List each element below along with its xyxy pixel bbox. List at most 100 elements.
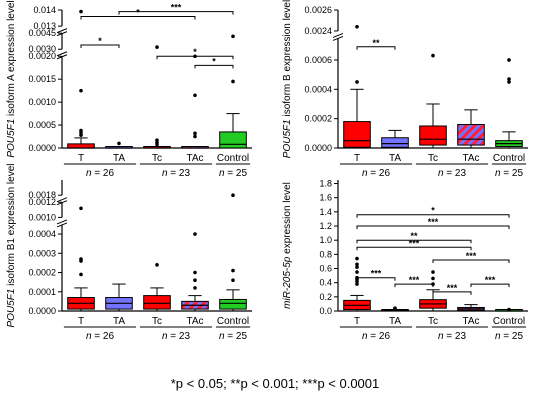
outlier-point — [193, 270, 197, 275]
group-n-label: n = 23 — [438, 331, 467, 342]
bracket-line — [356, 225, 510, 230]
outlier-point — [193, 232, 197, 236]
significance-bracket: *** — [356, 238, 472, 251]
y-tick-label: 0.0010 — [28, 97, 56, 107]
outlier-point — [231, 278, 235, 283]
outlier-point — [431, 53, 435, 58]
y-tick-label: 0.0000 — [28, 306, 56, 316]
box-iqr — [67, 143, 95, 149]
significance-label: * — [136, 7, 140, 17]
y-tick-label: 0.4 — [319, 278, 332, 288]
significance-label: *** — [485, 275, 496, 285]
outlier-point — [79, 9, 83, 14]
box-TAc — [181, 54, 209, 149]
y-tick-label: 0.0024 — [304, 26, 332, 36]
y-axis-label-gene: POU5F1 — [6, 119, 17, 158]
chart-panel-2: 0.0000 0.0002 0.0004 0.0006 0.0024 0.0026 POU5… — [282, 0, 528, 179]
box-TA — [105, 283, 133, 311]
outlier-point — [117, 141, 121, 146]
outlier-point — [155, 45, 159, 49]
bracket-line — [356, 214, 510, 218]
outlier-point — [507, 80, 511, 84]
outlier-point — [79, 128, 83, 133]
box-Tc — [143, 45, 171, 149]
outlier-point — [231, 34, 235, 39]
y-axis-label-gene: miR-205-5p — [282, 256, 293, 309]
bracket-line — [80, 44, 120, 48]
y-tick-label: 1.4 — [319, 207, 332, 217]
box-T — [343, 24, 371, 148]
x-tick-label-TAc: TAc — [186, 153, 203, 164]
y-tick-label: 0.0001 — [28, 287, 56, 297]
group-n-label: n = 26 — [362, 168, 391, 179]
box-T — [67, 206, 95, 311]
outlier-point — [79, 88, 83, 93]
box-TA — [381, 306, 409, 312]
box-Control — [219, 34, 247, 149]
box-iqr — [381, 137, 409, 148]
x-tick-label-TA: TA — [113, 153, 125, 164]
axis-break — [56, 51, 68, 57]
y-tick-label: 1.2 — [319, 221, 332, 231]
significance-bracket: * — [80, 7, 196, 20]
outlier-point — [193, 278, 197, 283]
box-TAc — [457, 304, 485, 311]
y-tick-label: 0.0010 — [28, 212, 56, 222]
box-TAc — [457, 109, 485, 148]
outlier-point — [79, 206, 83, 211]
y-tick-label: 1.0 — [319, 235, 332, 245]
significance-label: ** — [372, 38, 380, 48]
y-tick-label: 0.0004 — [304, 84, 332, 94]
group-n-label: n = 26 — [86, 331, 115, 342]
x-tick-label-Control: Control — [493, 316, 525, 327]
box-iqr — [419, 125, 447, 146]
bracket-line — [432, 291, 472, 295]
y-axis-label-text: isoform B expression level — [282, 0, 293, 119]
x-tick-label-Control: Control — [217, 316, 249, 327]
outlier-point — [507, 58, 511, 62]
box-TA — [381, 129, 409, 148]
significance-bracket: ** — [356, 38, 396, 50]
x-tick-label-Tc: Tc — [428, 153, 438, 164]
outlier-point — [355, 256, 359, 261]
outlier-point — [507, 77, 511, 81]
bracket-line — [194, 64, 234, 69]
outlier-point — [507, 307, 511, 312]
significance-label: *** — [409, 275, 420, 285]
y-axis-label-text: expression level — [282, 182, 293, 256]
y-axis-label-gene: POU5F1 — [6, 289, 17, 328]
chart-panel-3: 0.0000 0.0001 0.0002 0.0003 0.0004 0.0010 0.00… — [6, 164, 252, 342]
y-tick-label: 0.0045 — [28, 28, 56, 38]
significance-label: *** — [447, 283, 458, 293]
axis-break — [56, 197, 68, 203]
y-axis-label: POU5F1 isoform A expression level — [6, 0, 17, 157]
outlier-point — [393, 306, 397, 310]
bracket-line — [80, 15, 196, 20]
box-Control — [495, 307, 523, 312]
group-n-label: n = 26 — [86, 168, 115, 179]
group-n-label: n = 25 — [495, 168, 524, 179]
outlier-point — [193, 131, 197, 136]
y-tick-label: 0.6 — [319, 264, 332, 274]
chart-panel-4: 0.0 0.2 0.4 0.6 0.8 1.0 1.2 1.4 1.6 1.8 miR-205-5p… — [282, 179, 528, 342]
x-tick-label-Control: Control — [493, 153, 525, 164]
box-iqr — [219, 298, 247, 310]
outlier-point — [231, 268, 235, 273]
y-tick-label: 1.8 — [319, 179, 332, 189]
significance-bracket: * — [156, 47, 234, 60]
significance-label: * — [212, 56, 216, 66]
x-tick-label-TA: TA — [389, 316, 401, 327]
bracket-line — [470, 283, 510, 288]
axis-break — [56, 54, 68, 60]
y-axis-label-text: isoform A expression level — [6, 0, 17, 118]
y-tick-label: 0.2 — [319, 292, 332, 302]
y-axis-label: miR-205-5p expression level — [282, 182, 293, 309]
box-T — [343, 256, 371, 311]
outlier-point — [79, 272, 83, 277]
box-Tc — [143, 263, 171, 311]
y-tick-label: 0.0003 — [28, 248, 56, 258]
outlier-point — [193, 93, 197, 98]
significance-label: ** — [410, 231, 418, 241]
y-tick-label: 0.0015 — [28, 74, 56, 84]
box-iqr — [219, 131, 247, 149]
